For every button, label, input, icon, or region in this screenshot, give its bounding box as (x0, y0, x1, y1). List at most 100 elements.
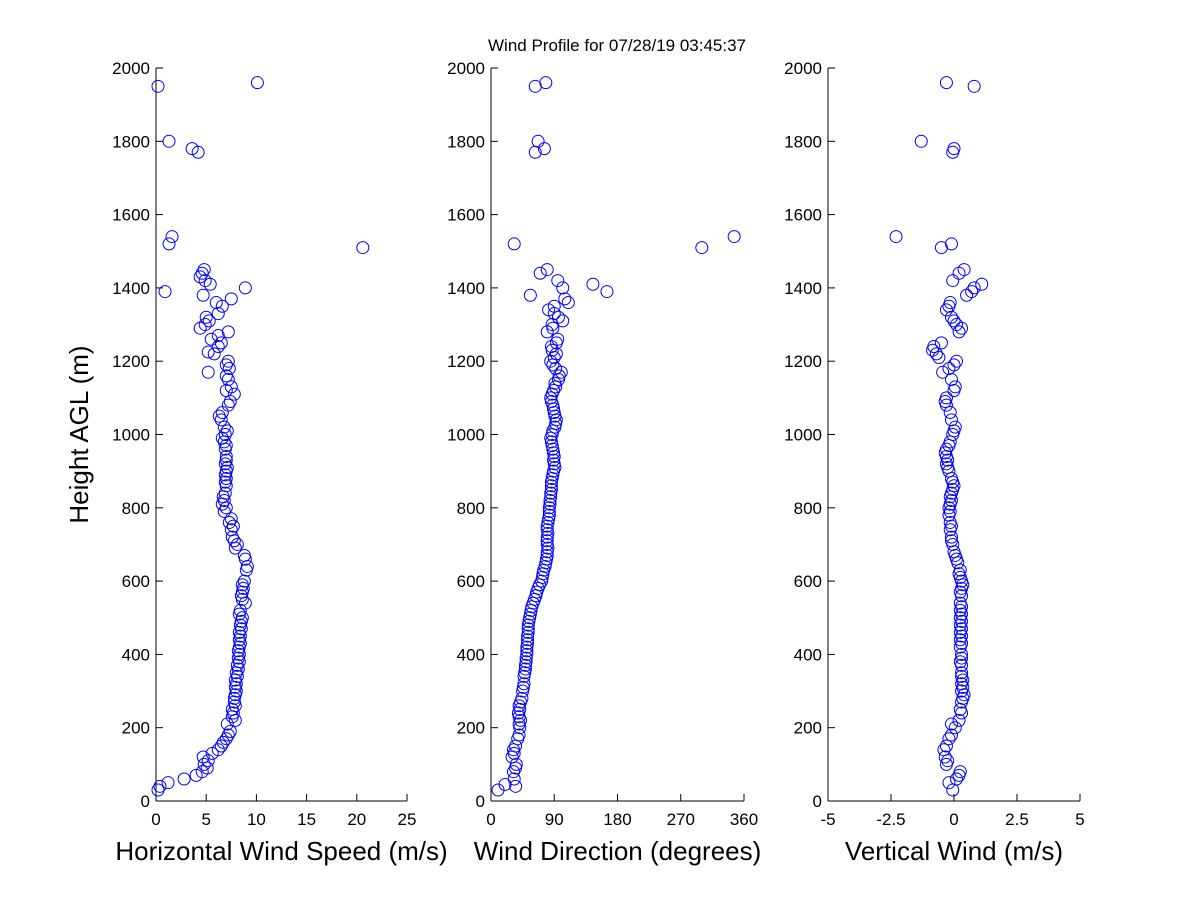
data-point (237, 548, 251, 562)
y-tick-label: 1400 (784, 279, 822, 298)
data-point (162, 237, 176, 251)
data-point (944, 534, 958, 548)
data-point (165, 230, 179, 244)
data-point (939, 442, 953, 456)
data-point (196, 750, 210, 764)
data-point (556, 281, 570, 295)
x-tick-label: 5 (1075, 810, 1084, 829)
data-point (944, 728, 958, 742)
data-point (727, 230, 741, 244)
data-point (222, 362, 236, 376)
data-point (227, 387, 241, 401)
y-tick-label: 1600 (447, 206, 485, 225)
data-point (548, 376, 562, 390)
data-point (195, 266, 209, 280)
data-point (937, 743, 951, 757)
data-point (218, 486, 232, 500)
data-point (967, 281, 981, 295)
data-point (540, 534, 554, 548)
data-point (521, 622, 535, 636)
y-tick-label: 400 (122, 645, 150, 664)
panel-2: 0 200 400 600 800 1000 1200 1400 1600 1800 2000 0 90… (447, 59, 761, 866)
y-tick-label: 1800 (447, 132, 485, 151)
data-point (220, 717, 234, 731)
y-tick-label: 2000 (447, 59, 485, 78)
data-point (544, 479, 558, 493)
data-point (556, 314, 570, 328)
data-point (224, 523, 238, 537)
data-point (238, 281, 252, 295)
data-point (221, 354, 235, 368)
data-point (211, 743, 225, 757)
x-axis-label: Vertical Wind (m/s) (845, 836, 1063, 866)
data-point (551, 332, 565, 346)
data-point (549, 362, 563, 376)
data-point (212, 409, 226, 423)
data-point (521, 636, 535, 650)
data-point (161, 776, 175, 790)
data-point (944, 530, 958, 544)
y-tick-label: 1200 (112, 352, 150, 371)
y-tick-label: 2000 (784, 59, 822, 78)
data-point (519, 655, 533, 669)
data-point (221, 373, 235, 387)
y-tick-label: 400 (457, 645, 485, 664)
data-point (542, 508, 556, 522)
data-point (523, 288, 537, 302)
y-tick-label: 1600 (112, 206, 150, 225)
data-point (944, 717, 958, 731)
data-point (914, 134, 928, 148)
data-point (196, 288, 210, 302)
figure-title: Wind Profile for 07/28/19 03:45:37 (488, 36, 746, 55)
x-axis-label: Horizontal Wind Speed (m/s) (115, 836, 447, 866)
data-point (211, 307, 225, 321)
data-point (509, 779, 523, 793)
data-point (518, 662, 532, 676)
y-tick-label: 1000 (784, 426, 822, 445)
data-point (943, 296, 957, 310)
data-point (211, 329, 225, 343)
data-point (600, 285, 614, 299)
x-tick-label: 270 (667, 810, 695, 829)
x-tick-label: 25 (398, 810, 417, 829)
x-tick-label: -5 (820, 810, 835, 829)
data-point (953, 765, 967, 779)
data-point (521, 633, 535, 647)
y-tick-label: 1200 (784, 352, 822, 371)
data-point (520, 644, 534, 658)
data-point (943, 406, 957, 420)
data-point (217, 420, 231, 434)
data-point (947, 314, 961, 328)
data-point (232, 625, 246, 639)
data-point (219, 438, 233, 452)
data-point (214, 336, 228, 350)
data-point (219, 358, 233, 372)
x-tick-label: 90 (545, 810, 564, 829)
y-tick-label: 400 (794, 645, 822, 664)
panel-1: 0 200 400 600 800 1000 1200 1400 1600 1800 2000 0 5 1… (64, 59, 448, 866)
data-point (250, 76, 264, 90)
data-point (942, 776, 956, 790)
data-point (586, 277, 600, 291)
data-point (151, 79, 165, 93)
data-point (211, 340, 225, 354)
data-point (512, 728, 526, 742)
data-point (942, 732, 956, 746)
data-point (220, 424, 234, 438)
data-point (235, 578, 249, 592)
data-point (975, 277, 989, 291)
data-point (230, 537, 244, 551)
data-point (558, 292, 572, 306)
data-point (947, 358, 961, 372)
data-point (153, 779, 167, 793)
data-point (221, 325, 235, 339)
data-point (948, 380, 962, 394)
data-point (219, 732, 233, 746)
data-point (224, 380, 238, 394)
data-point (222, 515, 236, 529)
data-point (509, 757, 523, 771)
data-point (219, 369, 233, 383)
data-point (202, 314, 216, 328)
data-point (520, 647, 534, 661)
